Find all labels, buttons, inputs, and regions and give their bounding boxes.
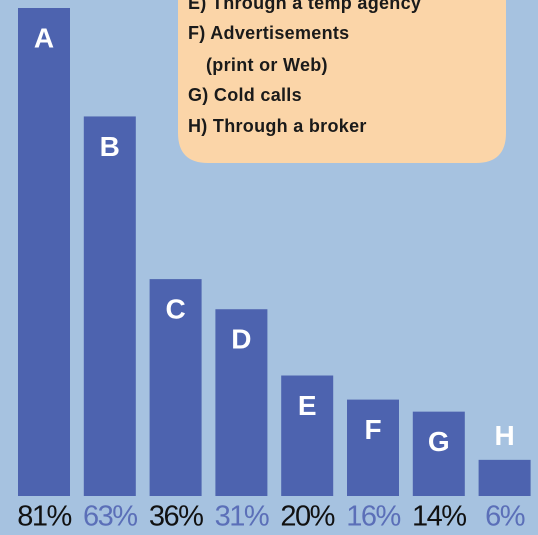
- bar-letter: B: [100, 131, 120, 162]
- value-label: 6%: [485, 501, 525, 533]
- bar: [149, 279, 202, 496]
- bar: [412, 411, 465, 496]
- value-label: 14%: [412, 501, 466, 533]
- value-label: 20%: [280, 501, 334, 533]
- value-label: 31%: [215, 501, 269, 533]
- bar-letter: D: [231, 324, 251, 355]
- bar: [347, 399, 399, 496]
- legend-text: F) Advertisements: [188, 23, 349, 43]
- value-label: 16%: [346, 501, 400, 533]
- legend-text: E) Through a temp agency: [188, 0, 421, 13]
- bar-letter: E: [298, 390, 317, 421]
- legend-text: G) Cold calls: [188, 85, 302, 105]
- value-label: 81%: [17, 501, 71, 533]
- bar-letter: C: [165, 294, 185, 325]
- legend-box: [178, 0, 506, 163]
- value-label: 63%: [83, 501, 137, 533]
- bar: [215, 309, 268, 496]
- legend-text: (print or Web): [206, 55, 328, 75]
- legend-text: H) Through a broker: [188, 116, 367, 136]
- bar-letter: A: [34, 22, 54, 53]
- bar-letter: F: [364, 414, 381, 445]
- bar: [281, 375, 334, 496]
- bar: [83, 116, 136, 496]
- bar: [478, 459, 531, 496]
- bar-letter: H: [494, 420, 514, 451]
- bar-letter: G: [428, 426, 450, 457]
- value-label: 36%: [149, 501, 203, 533]
- bar: [18, 8, 70, 496]
